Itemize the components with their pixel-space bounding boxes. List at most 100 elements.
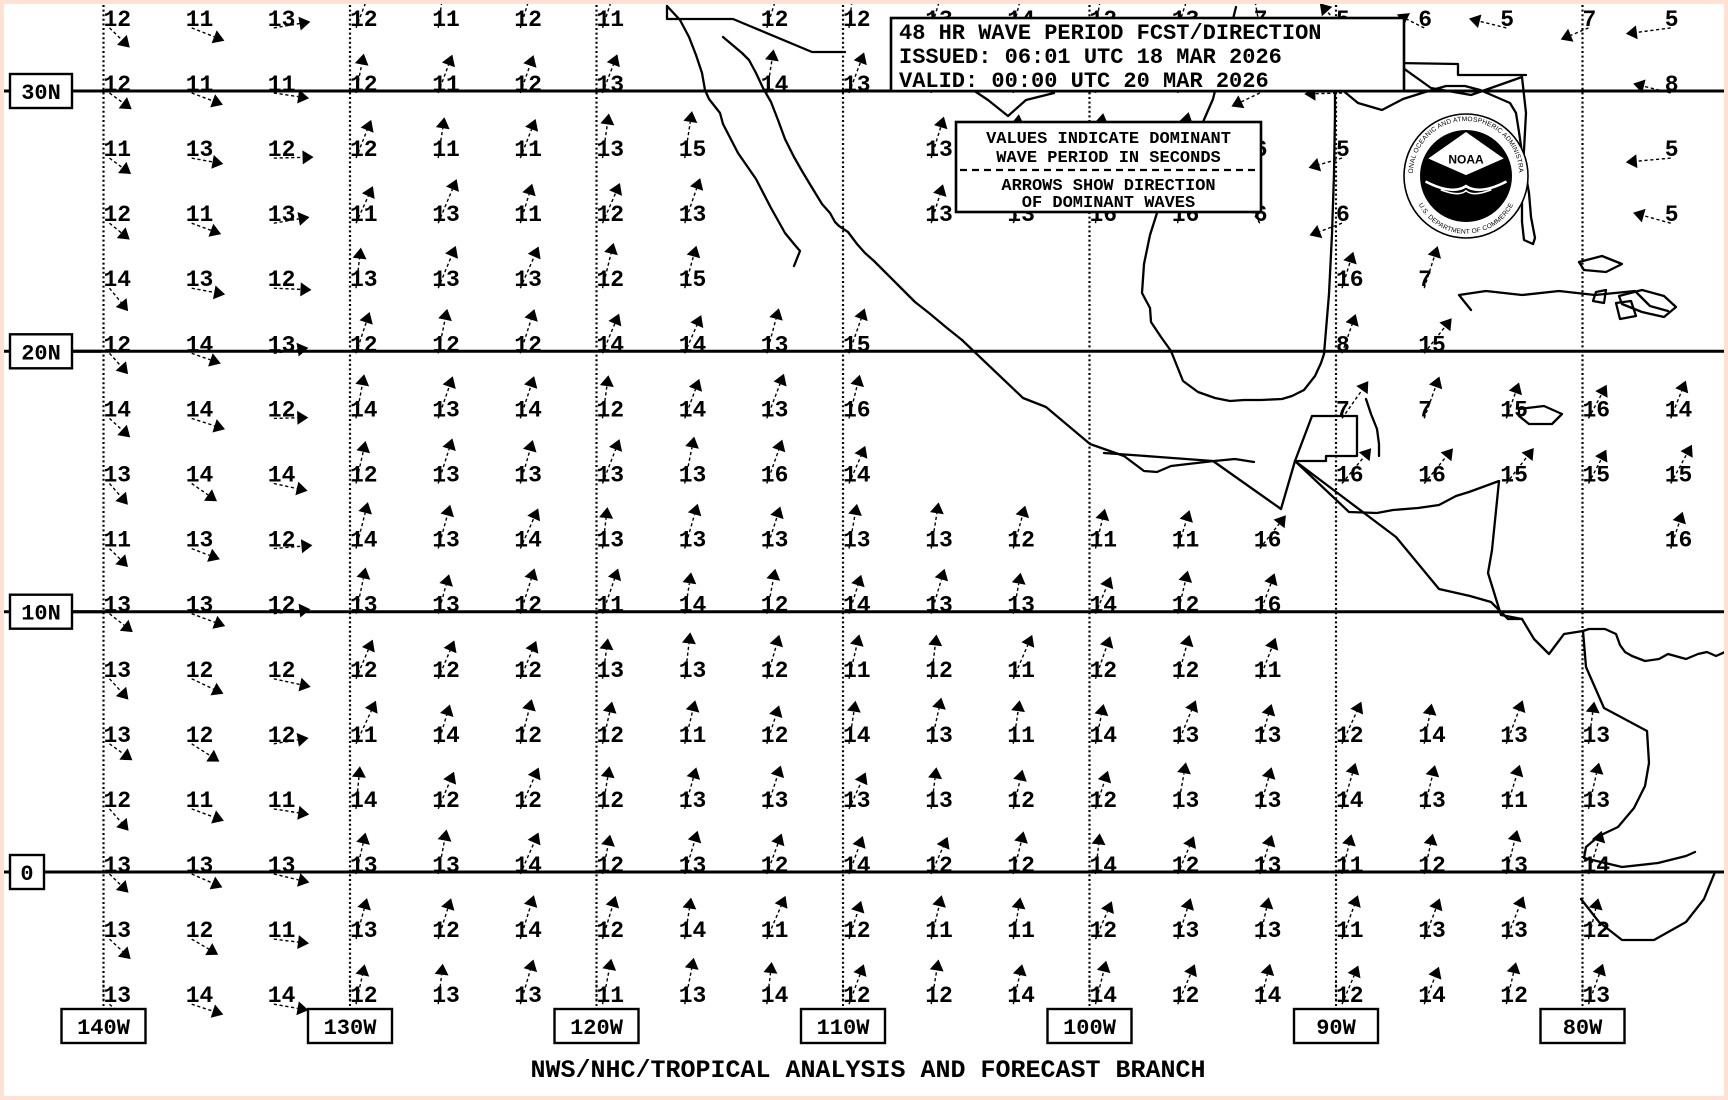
svg-text:8: 8	[1665, 72, 1679, 98]
svg-text:13: 13	[1172, 788, 1200, 814]
svg-text:12: 12	[1172, 593, 1200, 619]
svg-text:11: 11	[186, 72, 214, 98]
svg-text:14: 14	[1665, 397, 1693, 423]
svg-text:5: 5	[1665, 137, 1679, 163]
svg-text:16: 16	[1254, 593, 1282, 619]
svg-text:13: 13	[679, 788, 707, 814]
svg-text:11: 11	[1500, 788, 1528, 814]
svg-text:14: 14	[1090, 593, 1118, 619]
svg-text:12: 12	[104, 202, 132, 228]
svg-text:13: 13	[843, 788, 871, 814]
svg-text:12: 12	[597, 853, 625, 879]
svg-text:13: 13	[432, 853, 460, 879]
svg-text:12: 12	[925, 983, 953, 1009]
svg-text:14: 14	[186, 983, 214, 1009]
svg-text:12: 12	[1172, 658, 1200, 684]
svg-text:6: 6	[1336, 202, 1350, 228]
svg-text:12: 12	[597, 267, 625, 293]
svg-text:12: 12	[514, 332, 542, 358]
svg-text:14: 14	[1583, 853, 1611, 879]
svg-text:12: 12	[268, 397, 296, 423]
svg-text:14: 14	[350, 528, 378, 554]
svg-text:13: 13	[268, 332, 296, 358]
svg-text:12: 12	[1583, 918, 1611, 944]
svg-text:14: 14	[1418, 983, 1446, 1009]
svg-text:13: 13	[432, 267, 460, 293]
svg-text:13: 13	[597, 528, 625, 554]
svg-text:11: 11	[597, 7, 625, 33]
svg-text:12: 12	[268, 723, 296, 749]
svg-text:14: 14	[679, 397, 707, 423]
svg-text:14: 14	[186, 332, 214, 358]
svg-text:12: 12	[186, 658, 214, 684]
svg-text:13: 13	[104, 593, 132, 619]
svg-text:12: 12	[761, 853, 789, 879]
svg-text:12: 12	[268, 658, 296, 684]
svg-text:11: 11	[350, 202, 378, 228]
svg-text:13: 13	[186, 853, 214, 879]
svg-text:14: 14	[1336, 788, 1364, 814]
svg-text:5: 5	[1500, 7, 1514, 33]
svg-text:12: 12	[1090, 918, 1118, 944]
svg-text:13: 13	[1500, 723, 1528, 749]
svg-text:12: 12	[761, 723, 789, 749]
svg-text:13: 13	[104, 658, 132, 684]
svg-text:11: 11	[1007, 658, 1035, 684]
svg-text:13: 13	[597, 72, 625, 98]
svg-text:13: 13	[514, 463, 542, 489]
svg-text:13: 13	[104, 918, 132, 944]
svg-text:13: 13	[925, 137, 953, 163]
svg-text:12: 12	[268, 267, 296, 293]
svg-text:13: 13	[761, 397, 789, 423]
svg-text:13: 13	[925, 593, 953, 619]
svg-text:13: 13	[350, 918, 378, 944]
svg-text:130W: 130W	[324, 1016, 378, 1041]
svg-text:11: 11	[432, 72, 460, 98]
svg-text:12: 12	[268, 593, 296, 619]
svg-text:12: 12	[186, 723, 214, 749]
svg-text:13: 13	[350, 593, 378, 619]
svg-text:14: 14	[350, 397, 378, 423]
svg-text:13: 13	[1418, 918, 1446, 944]
svg-text:14: 14	[514, 918, 542, 944]
svg-text:13: 13	[104, 983, 132, 1009]
svg-text:12: 12	[761, 593, 789, 619]
svg-text:13: 13	[514, 267, 542, 293]
svg-text:11: 11	[104, 137, 132, 163]
svg-text:13: 13	[186, 137, 214, 163]
svg-text:11: 11	[268, 72, 296, 98]
svg-text:8: 8	[1336, 332, 1350, 358]
svg-text:13: 13	[268, 853, 296, 879]
svg-text:13: 13	[186, 267, 214, 293]
svg-text:120W: 120W	[570, 1016, 624, 1041]
svg-text:13: 13	[679, 528, 707, 554]
svg-text:12: 12	[1007, 528, 1035, 554]
svg-text:16: 16	[1254, 528, 1282, 554]
svg-text:12: 12	[1007, 788, 1035, 814]
svg-text:11: 11	[186, 788, 214, 814]
svg-text:12: 12	[761, 658, 789, 684]
svg-text:14: 14	[350, 788, 378, 814]
svg-text:13: 13	[597, 137, 625, 163]
svg-text:12: 12	[350, 137, 378, 163]
svg-text:11: 11	[104, 528, 132, 554]
svg-text:14: 14	[1090, 983, 1118, 1009]
svg-text:15: 15	[1500, 463, 1528, 489]
svg-text:11: 11	[925, 918, 953, 944]
svg-text:12: 12	[432, 918, 460, 944]
svg-text:13: 13	[925, 528, 953, 554]
svg-text:12: 12	[1007, 853, 1035, 879]
svg-text:12: 12	[514, 72, 542, 98]
svg-text:14: 14	[1007, 983, 1035, 1009]
svg-text:14: 14	[1090, 723, 1118, 749]
svg-text:12: 12	[514, 593, 542, 619]
svg-text:11: 11	[597, 983, 625, 1009]
svg-text:12: 12	[1090, 788, 1118, 814]
svg-text:12: 12	[104, 332, 132, 358]
svg-text:12: 12	[597, 202, 625, 228]
svg-text:13: 13	[679, 853, 707, 879]
svg-text:16: 16	[761, 463, 789, 489]
svg-text:VALUES INDICATE DOMINANT: VALUES INDICATE DOMINANT	[986, 130, 1231, 149]
svg-text:12: 12	[925, 853, 953, 879]
svg-text:13: 13	[350, 267, 378, 293]
